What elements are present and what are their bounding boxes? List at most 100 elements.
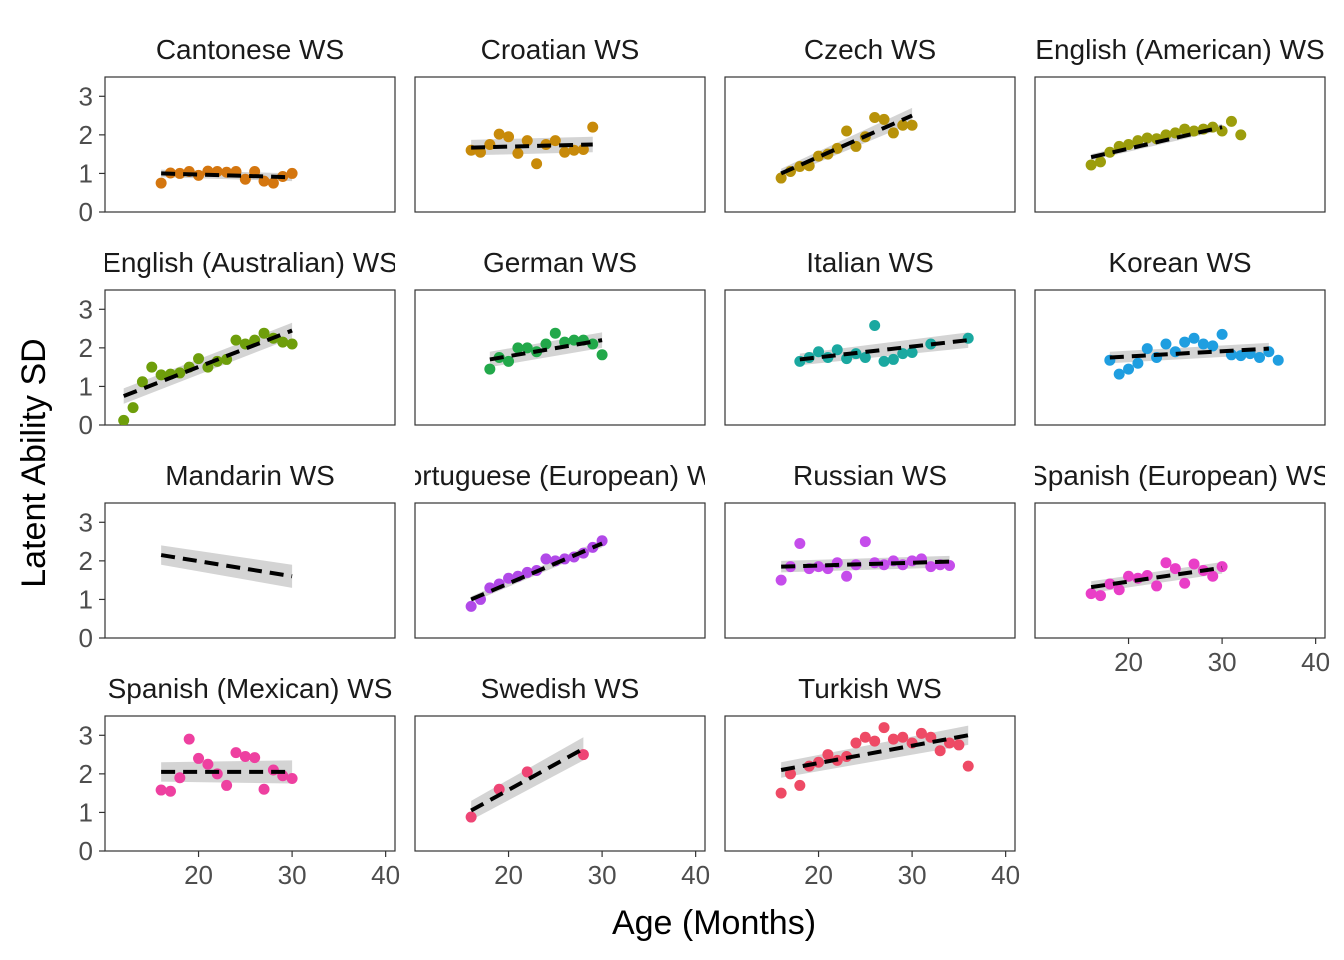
data-point (164, 785, 176, 797)
panel-turkish-ws: Turkish WS 20 30 40 (724, 673, 1020, 890)
data-point (577, 749, 589, 761)
data-point (1235, 350, 1247, 362)
trend-line (122, 328, 293, 398)
data-point (1085, 588, 1097, 600)
x-tick-label: 20 (804, 860, 833, 890)
data-point (1132, 135, 1144, 147)
confidence-band (471, 737, 584, 821)
panel-title: Russian WS (793, 460, 947, 491)
panel-frame (414, 715, 706, 852)
data-point (887, 353, 899, 365)
trend-line (471, 142, 593, 150)
data-point (1113, 584, 1125, 596)
x-tick-label: 30 (898, 860, 927, 890)
x-tick-label: 40 (1301, 647, 1330, 677)
data-point (1188, 125, 1200, 137)
trend-line (1109, 346, 1269, 360)
data-point (1254, 352, 1266, 363)
data-point (1169, 563, 1181, 575)
data-point (155, 177, 167, 189)
panel-frame (724, 502, 1016, 639)
panel-portuguese-european-ws: Portuguese (European) WS (414, 460, 706, 639)
data-point (577, 144, 589, 156)
data-point (277, 336, 289, 348)
y-tick-label: 0 (79, 836, 93, 866)
data-point (775, 574, 787, 586)
data-point (859, 352, 871, 363)
panel-title: Spanish (Mexican) WS (108, 673, 393, 704)
data-point (925, 561, 937, 573)
data-point (934, 745, 946, 757)
data-point (1207, 570, 1219, 582)
panel-title: English (American) WS (1035, 34, 1324, 65)
data-point (1113, 368, 1125, 380)
data-point (897, 731, 909, 743)
x-tick-label: 40 (991, 860, 1020, 890)
data-point (531, 158, 543, 170)
data-point (155, 784, 167, 796)
data-point (503, 355, 515, 367)
data-point (230, 334, 242, 346)
data-point (568, 144, 580, 156)
data-point (775, 172, 787, 184)
data-point (813, 346, 825, 358)
data-point (1207, 340, 1219, 352)
panel-russian-ws: Russian WS (724, 460, 1016, 639)
panel-english-australian-ws: English (Australian) WS 0 1 2 3 (79, 247, 398, 440)
data-point (1094, 156, 1106, 168)
data-point (897, 119, 909, 131)
panel-frame (1034, 76, 1326, 213)
panel-title: English (Australian) WS (102, 247, 398, 278)
panel-title: Korean WS (1108, 247, 1251, 278)
panel-mandarin-ws: Mandarin WS 0 1 2 3 (79, 460, 396, 653)
data-point (549, 327, 561, 339)
data-point (146, 361, 158, 373)
y-tick-label: 3 (79, 294, 93, 324)
data-point (1225, 115, 1237, 127)
data-point (775, 787, 787, 799)
y-tick-label: 2 (79, 546, 93, 576)
data-point (925, 338, 937, 350)
data-point (258, 175, 270, 187)
panel-title: Czech WS (804, 34, 936, 65)
x-tick-label: 40 (371, 860, 400, 890)
panel-title: German WS (483, 247, 637, 278)
panel-title: Swedish WS (481, 673, 640, 704)
panel-frame (104, 76, 396, 213)
data-point (230, 747, 242, 759)
panel-frame (414, 502, 706, 639)
data-point (784, 768, 796, 780)
trend-line (160, 553, 293, 579)
data-point (878, 722, 890, 734)
data-point (1094, 590, 1106, 602)
panel-italian-ws: Italian WS (724, 247, 1016, 426)
data-point (540, 553, 552, 565)
x-axis-title: Age (Months) (612, 904, 816, 942)
data-point (512, 147, 524, 159)
panel-frame (104, 289, 396, 426)
data-point (1132, 357, 1144, 369)
data-point (887, 127, 899, 139)
trend-line (1090, 565, 1223, 590)
y-tick-label: 3 (79, 720, 93, 750)
data-point (813, 150, 825, 162)
data-point (794, 538, 806, 549)
x-tick-label: 30 (1208, 647, 1237, 677)
data-point (831, 344, 843, 356)
data-point (118, 414, 130, 425)
data-point (1104, 578, 1116, 590)
data-point (841, 570, 853, 582)
data-point (183, 733, 195, 745)
data-point (1160, 338, 1172, 350)
facet-panels: Cantonese WS 0 1 2 3 Croatian WS Czech WS Engli… (79, 34, 1331, 890)
data-point (596, 349, 608, 361)
data-point (869, 112, 881, 123)
panel-german-ws: German WS (414, 247, 706, 426)
panel-frame (724, 76, 1016, 213)
data-point (944, 737, 956, 749)
panel-title: Croatian WS (481, 34, 640, 65)
data-point (953, 739, 965, 751)
panel-title: Cantonese WS (156, 34, 344, 65)
data-point (521, 342, 533, 354)
